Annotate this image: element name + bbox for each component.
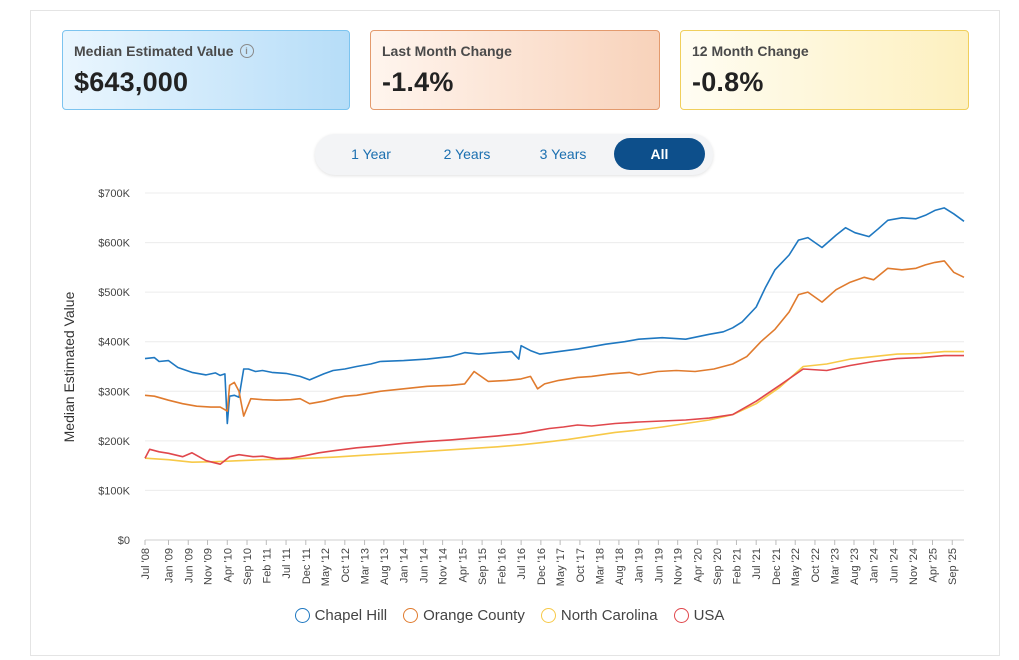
legend-swatch-usa: [673, 608, 689, 623]
series-line-chapel-hill: [144, 207, 965, 425]
x-tick-label: Feb '16: [496, 548, 508, 584]
x-tick-label: Aug '18: [614, 548, 626, 585]
twelve-month-change-card: 12 Month Change -0.8%: [680, 30, 969, 110]
y-axis-ticks: $0 $100K $200K $300K $400K $500K $600K $700K: [98, 188, 130, 547]
legend-swatch-north-carolina: [540, 608, 556, 623]
x-tick-label: Oct '22: [810, 548, 822, 583]
x-tick-label: Jun '19: [653, 548, 665, 583]
info-icon[interactable]: i: [239, 44, 254, 58]
x-tick-label: Jan '14: [399, 548, 411, 583]
x-tick-label: Dec '11: [301, 548, 313, 584]
legend-swatch-chapel-hill: [294, 608, 310, 623]
x-tick-label: Jan '19: [634, 548, 646, 583]
tab-3-years[interactable]: 3 Years: [539, 146, 587, 162]
legend-swatch-orange-county: [403, 608, 419, 623]
legend-item-orange-county[interactable]: Orange County: [403, 607, 525, 624]
x-tick-label: Jun '14: [418, 548, 430, 583]
twelve-month-change-value: -0.8%: [692, 67, 764, 97]
time-range-tabs: 1 Year 2 Years 3 Years All: [315, 134, 713, 175]
y-tick-label: $400K: [98, 337, 130, 349]
chart-panel: [30, 10, 1000, 656]
x-tick-label: Jan '09: [164, 548, 176, 583]
x-tick-label: Apr '10: [222, 548, 234, 583]
x-tick-label: Jul '08: [140, 548, 152, 579]
legend-label-north-carolina: North Carolina: [560, 607, 658, 624]
y-tick-label: $700K: [98, 188, 130, 200]
legend-label-orange-county: Orange County: [423, 607, 525, 624]
x-tick-label: Oct '17: [575, 548, 587, 583]
median-value-card: Median Estimated Value i $643,000: [62, 30, 350, 110]
x-tick-label: May '12: [320, 548, 332, 586]
y-tick-label: $0: [118, 535, 130, 547]
series-line-usa: [144, 354, 964, 465]
x-tick-label: Oct '12: [340, 548, 352, 583]
x-tick-label: Nov '24: [908, 548, 920, 585]
y-tick-label: $300K: [98, 386, 130, 398]
tab-all[interactable]: All: [614, 138, 705, 170]
y-tick-label: $100K: [98, 485, 130, 497]
twelve-month-change-title: 12 Month Change: [692, 43, 809, 59]
median-value-title: Median Estimated Value: [74, 43, 234, 59]
legend-item-north-carolina[interactable]: North Carolina: [540, 607, 658, 624]
series-line-orange-county: [144, 260, 965, 417]
x-tick-label: Mar '18: [595, 548, 607, 584]
x-tick-label: Nov '14: [438, 548, 450, 585]
x-tick-label: May '22: [790, 548, 802, 586]
x-tick-label: Dec '21: [771, 548, 783, 585]
x-tick-label: Dec '16: [536, 548, 548, 585]
y-tick-label: $600K: [98, 238, 130, 250]
x-tick-label: May '17: [555, 548, 567, 586]
tab-1-year[interactable]: 1 Year: [351, 146, 391, 162]
x-axis-ticks: Jul '08 Jan '09 Jun '09 Nov '09 Apr '10 Sep '…: [140, 540, 959, 586]
legend: Chapel Hill Orange County North Carolina…: [0, 607, 1019, 624]
last-month-change-title: Last Month Change: [382, 43, 512, 59]
x-tick-label: Aug '13: [379, 548, 391, 585]
y-tick-label: $500K: [98, 287, 130, 299]
x-tick-label: Jun '24: [888, 548, 900, 583]
x-tick-label: Feb '11: [261, 548, 273, 584]
legend-item-chapel-hill[interactable]: Chapel Hill: [294, 607, 388, 624]
y-tick-label: $200K: [98, 436, 130, 448]
last-month-change-card: Last Month Change -1.4%: [370, 30, 660, 110]
tab-2-years[interactable]: 2 Years: [443, 146, 491, 162]
last-month-change-value: -1.4%: [382, 67, 454, 97]
x-tick-label: Jun '09: [183, 548, 195, 583]
x-tick-label: Apr '20: [692, 548, 704, 583]
x-tick-label: Jul '11: [281, 548, 293, 579]
x-tick-label: Mar '13: [360, 548, 372, 584]
x-tick-label: Nov '09: [203, 548, 215, 585]
x-tick-label: Apr '25: [928, 548, 940, 583]
x-tick-label: Feb '21: [731, 548, 743, 584]
x-tick-label: Apr '15: [457, 548, 469, 583]
x-tick-label: Nov '19: [673, 548, 685, 585]
series-lines: [144, 207, 965, 465]
legend-label-usa: USA: [693, 607, 725, 624]
legend-label-chapel-hill: Chapel Hill: [314, 607, 388, 624]
grid-lines: [145, 192, 964, 541]
x-tick-label: Jan '24: [869, 548, 881, 583]
x-tick-label: Sep '20: [712, 548, 724, 585]
legend-item-usa[interactable]: USA: [673, 607, 725, 624]
y-axis-label: Median Estimated Value: [61, 291, 77, 442]
x-tick-label: Mar '23: [830, 548, 842, 584]
x-tick-label: Jul '16: [516, 548, 528, 579]
x-tick-label: Sep '10: [242, 548, 254, 585]
x-tick-label: Sep '15: [477, 548, 489, 585]
median-value: $643,000: [74, 67, 189, 97]
x-tick-label: Aug '23: [849, 548, 861, 585]
x-tick-label: Jul '21: [751, 548, 763, 579]
x-tick-label: Sep '25: [947, 548, 959, 585]
